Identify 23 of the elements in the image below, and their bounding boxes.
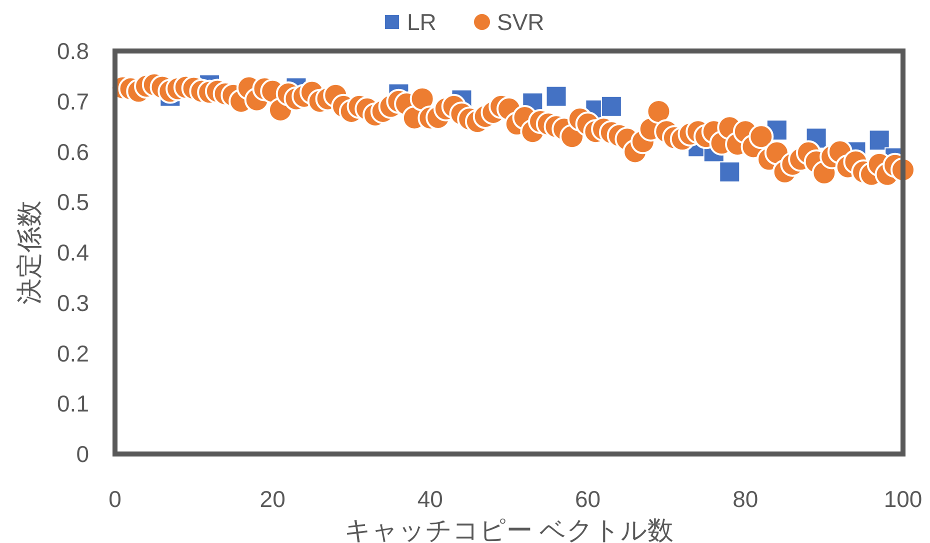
y-axis-title: 決定係数: [14, 200, 44, 304]
point: [719, 161, 740, 182]
x-tick-label: 40: [417, 486, 443, 512]
x-tick-label: 20: [260, 486, 286, 512]
legend-label: LR: [407, 9, 436, 35]
y-tick-label: 0.6: [57, 138, 89, 165]
point: [868, 130, 890, 151]
point: [546, 86, 567, 107]
y-tick-label: 0.1: [57, 390, 89, 417]
y-tick-label: 0.8: [57, 38, 89, 64]
x-tick-label: 80: [732, 486, 758, 512]
y-tick-label: 0.5: [57, 189, 89, 216]
y-tick-label: 0: [76, 441, 89, 467]
x-tick-label: 100: [884, 486, 922, 512]
y-tick-label: 0.7: [57, 88, 89, 114]
y-tick-label: 0.3: [57, 290, 89, 316]
legend-label: SVR: [497, 9, 544, 35]
y-tick-label: 0.2: [57, 340, 89, 366]
x-axis-title: キャッチコピー ベクトル数: [344, 515, 674, 543]
point: [600, 96, 622, 117]
y-tick-label: 0.4: [57, 240, 90, 266]
x-tick-label: 0: [108, 486, 122, 512]
x-tick-label: 60: [575, 486, 601, 512]
